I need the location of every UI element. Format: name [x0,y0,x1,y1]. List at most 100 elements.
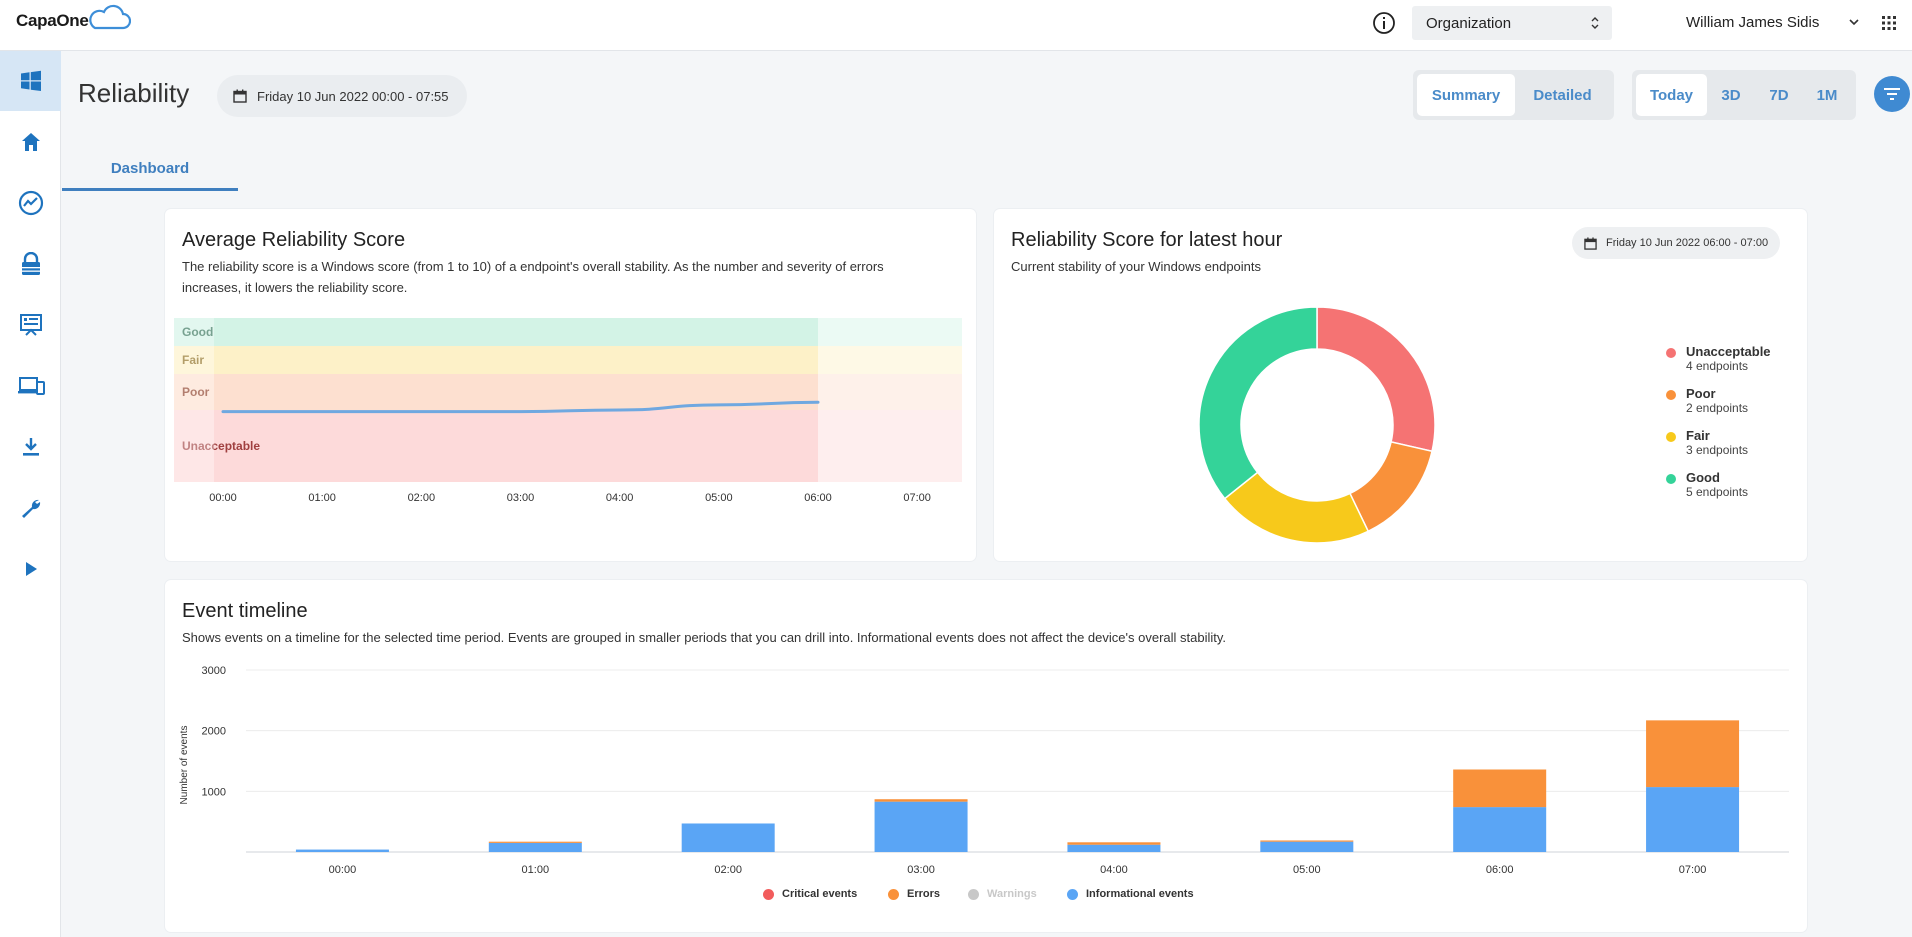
sidebar-item-tools[interactable] [0,478,61,538]
event-timeline-title: Event timeline [182,600,308,622]
chevron-down-icon[interactable] [1848,17,1860,27]
bar-errors [874,799,968,802]
tab-dashboard[interactable]: Dashboard [62,148,238,191]
band-fair [174,346,818,374]
windows-icon [20,70,41,91]
average-reliability-description: The reliability score is a Windows score… [182,259,884,295]
bar-informational-events [488,842,582,852]
filter-button[interactable] [1874,76,1910,112]
x-tick-label: 01:00 [308,492,336,504]
view-toggle: Summary Detailed [1413,70,1614,120]
latest-hour-title: Reliability Score for latest hour [1011,229,1283,251]
detailed-button[interactable]: Detailed [1533,86,1592,104]
bar-errors [1067,842,1161,845]
legend-dot [763,888,774,900]
x-tick-label: 02:00 [408,492,436,504]
x-tick-label: 03:00 [507,492,535,504]
organization-select[interactable]: Organization [1412,6,1612,40]
bar-informational-events [1067,844,1161,852]
top-bar: CapaOne Organization William James Sidis [0,0,1912,51]
donut-slice-unacceptable [1316,306,1436,453]
legend-name: Fair [1686,428,1710,443]
y-axis-label: Number of events [179,726,190,805]
bar-informational-events [295,849,389,852]
user-name[interactable]: William James Sidis [1686,14,1820,31]
sidebar-item-reliability[interactable] [0,173,61,233]
x-tick-label: 01:00 [522,864,550,876]
sidebar-item-security[interactable] [0,234,61,294]
sidebar-item-home[interactable] [0,112,61,172]
sidebar [0,51,61,937]
dashboard-icon [19,314,42,336]
period-toggle: Today 3D 7D 1M [1632,70,1856,120]
legend-dot [888,888,899,900]
x-tick-label: 00:00 [209,492,237,504]
donut-slice-good [1198,306,1318,500]
organization-select-value: Organization [1426,14,1512,32]
legend-label: Errors [907,888,941,900]
sidebar-item-downloads[interactable] [0,417,61,477]
x-tick-label: 05:00 [705,492,733,504]
timeline-legend-errors[interactable]: Errors [888,888,940,900]
y-tick-label: 3000 [202,665,226,677]
event-timeline-chart: 1000 2000 3000 Number of events 00:00 01:00 02… [179,665,1789,876]
legend-label: Warnings [987,888,1037,900]
reliability-icon [18,190,43,216]
x-tick-label: 00:00 [329,864,357,876]
bar-errors [1646,720,1740,788]
home-icon [21,133,40,151]
devices-icon [17,377,45,395]
x-tick-label: 07:00 [903,492,931,504]
y-tick-label: 2000 [202,726,226,738]
legend-item-unacceptable: Unacceptable 4 endpoints [1666,344,1771,373]
period-1m-button[interactable]: 1M [1816,86,1838,104]
bar-informational-events [874,801,968,852]
timeline-legend-critical[interactable]: Critical events [763,888,857,900]
timeline-legend-warnings[interactable]: Warnings [968,888,1037,900]
band-label: Poor [182,385,210,399]
capaone-logo[interactable]: CapaOne [16,4,131,32]
legend-item-fair: Fair 3 endpoints [1666,428,1748,457]
band-label: Unacceptable [182,439,260,453]
updown-icon [1591,17,1599,29]
legend-dot [1666,432,1676,442]
calendar-icon [233,89,247,103]
date-range-pill[interactable]: Friday 10 Jun 2022 00:00 - 07:55 [217,75,467,117]
summary-button[interactable]: Summary [1417,74,1515,116]
latest-hour-donut-chart [1198,306,1436,544]
sidebar-item-windows[interactable] [0,51,61,111]
bar-informational-events [1453,807,1547,852]
legend-dot [1666,390,1676,400]
legend-dot [1067,888,1078,900]
latest-hour-date-pill[interactable]: Friday 10 Jun 2022 06:00 - 07:00 [1572,227,1781,259]
bar-errors [1260,840,1354,842]
period-3d-button[interactable]: 3D [1721,86,1741,104]
sidebar-item-dashboard[interactable] [0,295,61,355]
info-icon[interactable] [1372,11,1396,35]
event-timeline-card: Event timeline Shows events on a timelin… [165,580,1807,932]
period-today-button[interactable]: Today [1636,74,1707,116]
latest-hour-card: Reliability Score for latest hour Curren… [994,209,1807,561]
calendar-icon [1584,236,1597,250]
band-label: Fair [182,353,204,367]
sidebar-item-run[interactable] [0,539,61,599]
x-tick-label: 07:00 [1679,864,1707,876]
legend-count: 4 endpoints [1686,359,1749,373]
band-unacceptable [174,410,818,482]
legend-count: 2 endpoints [1686,401,1749,415]
band-future-poor [818,374,962,410]
average-reliability-chart: Good Fair Poor Unacceptable 00:00 01:00 02:00 0… [174,318,962,504]
band-future-unacceptable [818,410,962,482]
play-icon [25,562,37,576]
filter-icon [1884,88,1900,100]
legend-dot [1666,348,1676,358]
timeline-legend-informational[interactable]: Informational events [1067,888,1194,900]
wrench-icon [21,499,40,518]
sidebar-item-devices[interactable] [0,356,61,416]
legend-label: Informational events [1086,888,1194,900]
x-tick-label: 03:00 [907,864,935,876]
band-label-column [174,318,214,482]
period-7d-button[interactable]: 7D [1769,86,1789,104]
band-future-fair [818,346,962,374]
apps-grid-icon[interactable] [1882,16,1896,30]
